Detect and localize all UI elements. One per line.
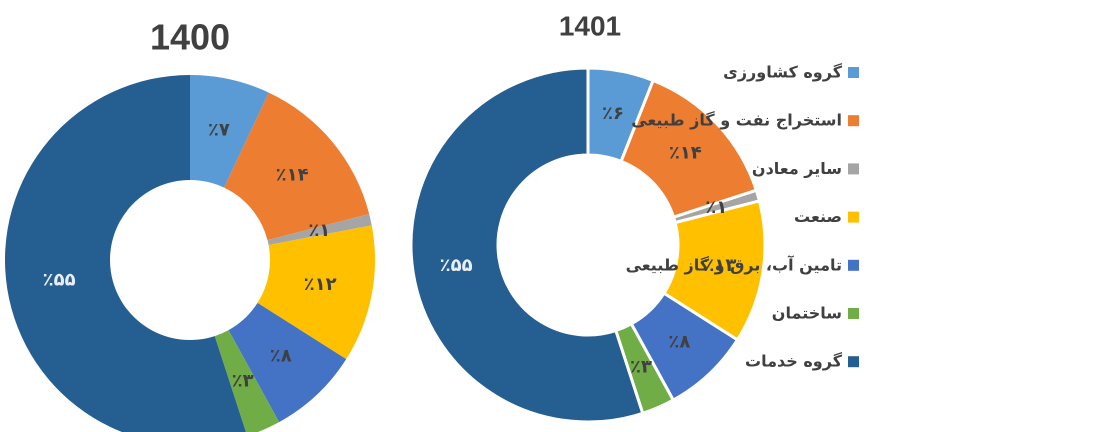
value-label: ٪۳ — [630, 357, 652, 378]
value-label: ٪۶ — [602, 103, 624, 124]
value-label: ٪۸ — [270, 346, 292, 367]
value-label: ٪۷ — [208, 120, 230, 141]
legend-swatch — [848, 211, 859, 223]
legend-label: گروه کشاورزی — [723, 63, 843, 82]
legend-label: صنعت — [794, 207, 842, 226]
slice — [409, 66, 645, 424]
value-label: ٪۳ — [232, 371, 254, 392]
slice — [267, 213, 372, 246]
slice — [228, 302, 347, 423]
slice — [190, 75, 269, 188]
slice — [214, 330, 280, 432]
value-label: ٪۱ — [308, 220, 330, 241]
slice — [257, 225, 375, 360]
legend-swatch — [848, 308, 859, 319]
legend-swatch — [848, 356, 859, 368]
legend-swatch — [848, 115, 859, 127]
value-label: ٪۸ — [668, 331, 690, 352]
legend-swatch — [848, 259, 859, 271]
value-label: ٪۱۴ — [669, 143, 702, 164]
legend-label: تامین آب، برق و گاز طبیعی — [626, 254, 842, 274]
legend-label: استخراج نفت و گاز طبیعی — [631, 111, 842, 130]
legend-swatch — [848, 67, 859, 78]
value-label: ٪۵۵ — [440, 255, 473, 276]
value-label: ٪۵۵ — [43, 270, 76, 291]
chart-title: 1400 — [150, 17, 230, 58]
slice — [5, 75, 246, 432]
legend-label: ساختمان — [772, 304, 842, 323]
chart-title: 1401 — [559, 10, 621, 41]
value-label: ٪۱۴ — [276, 165, 309, 186]
legend-label: سایر معادن — [752, 159, 842, 178]
legend-label: گروه خدمات — [745, 352, 843, 371]
value-label: ٪۱۲ — [304, 274, 337, 295]
slice — [224, 92, 370, 241]
legend-swatch — [848, 163, 859, 175]
value-label: ٪۱ — [705, 197, 727, 218]
value-label: ٪۱۳ — [703, 255, 736, 276]
